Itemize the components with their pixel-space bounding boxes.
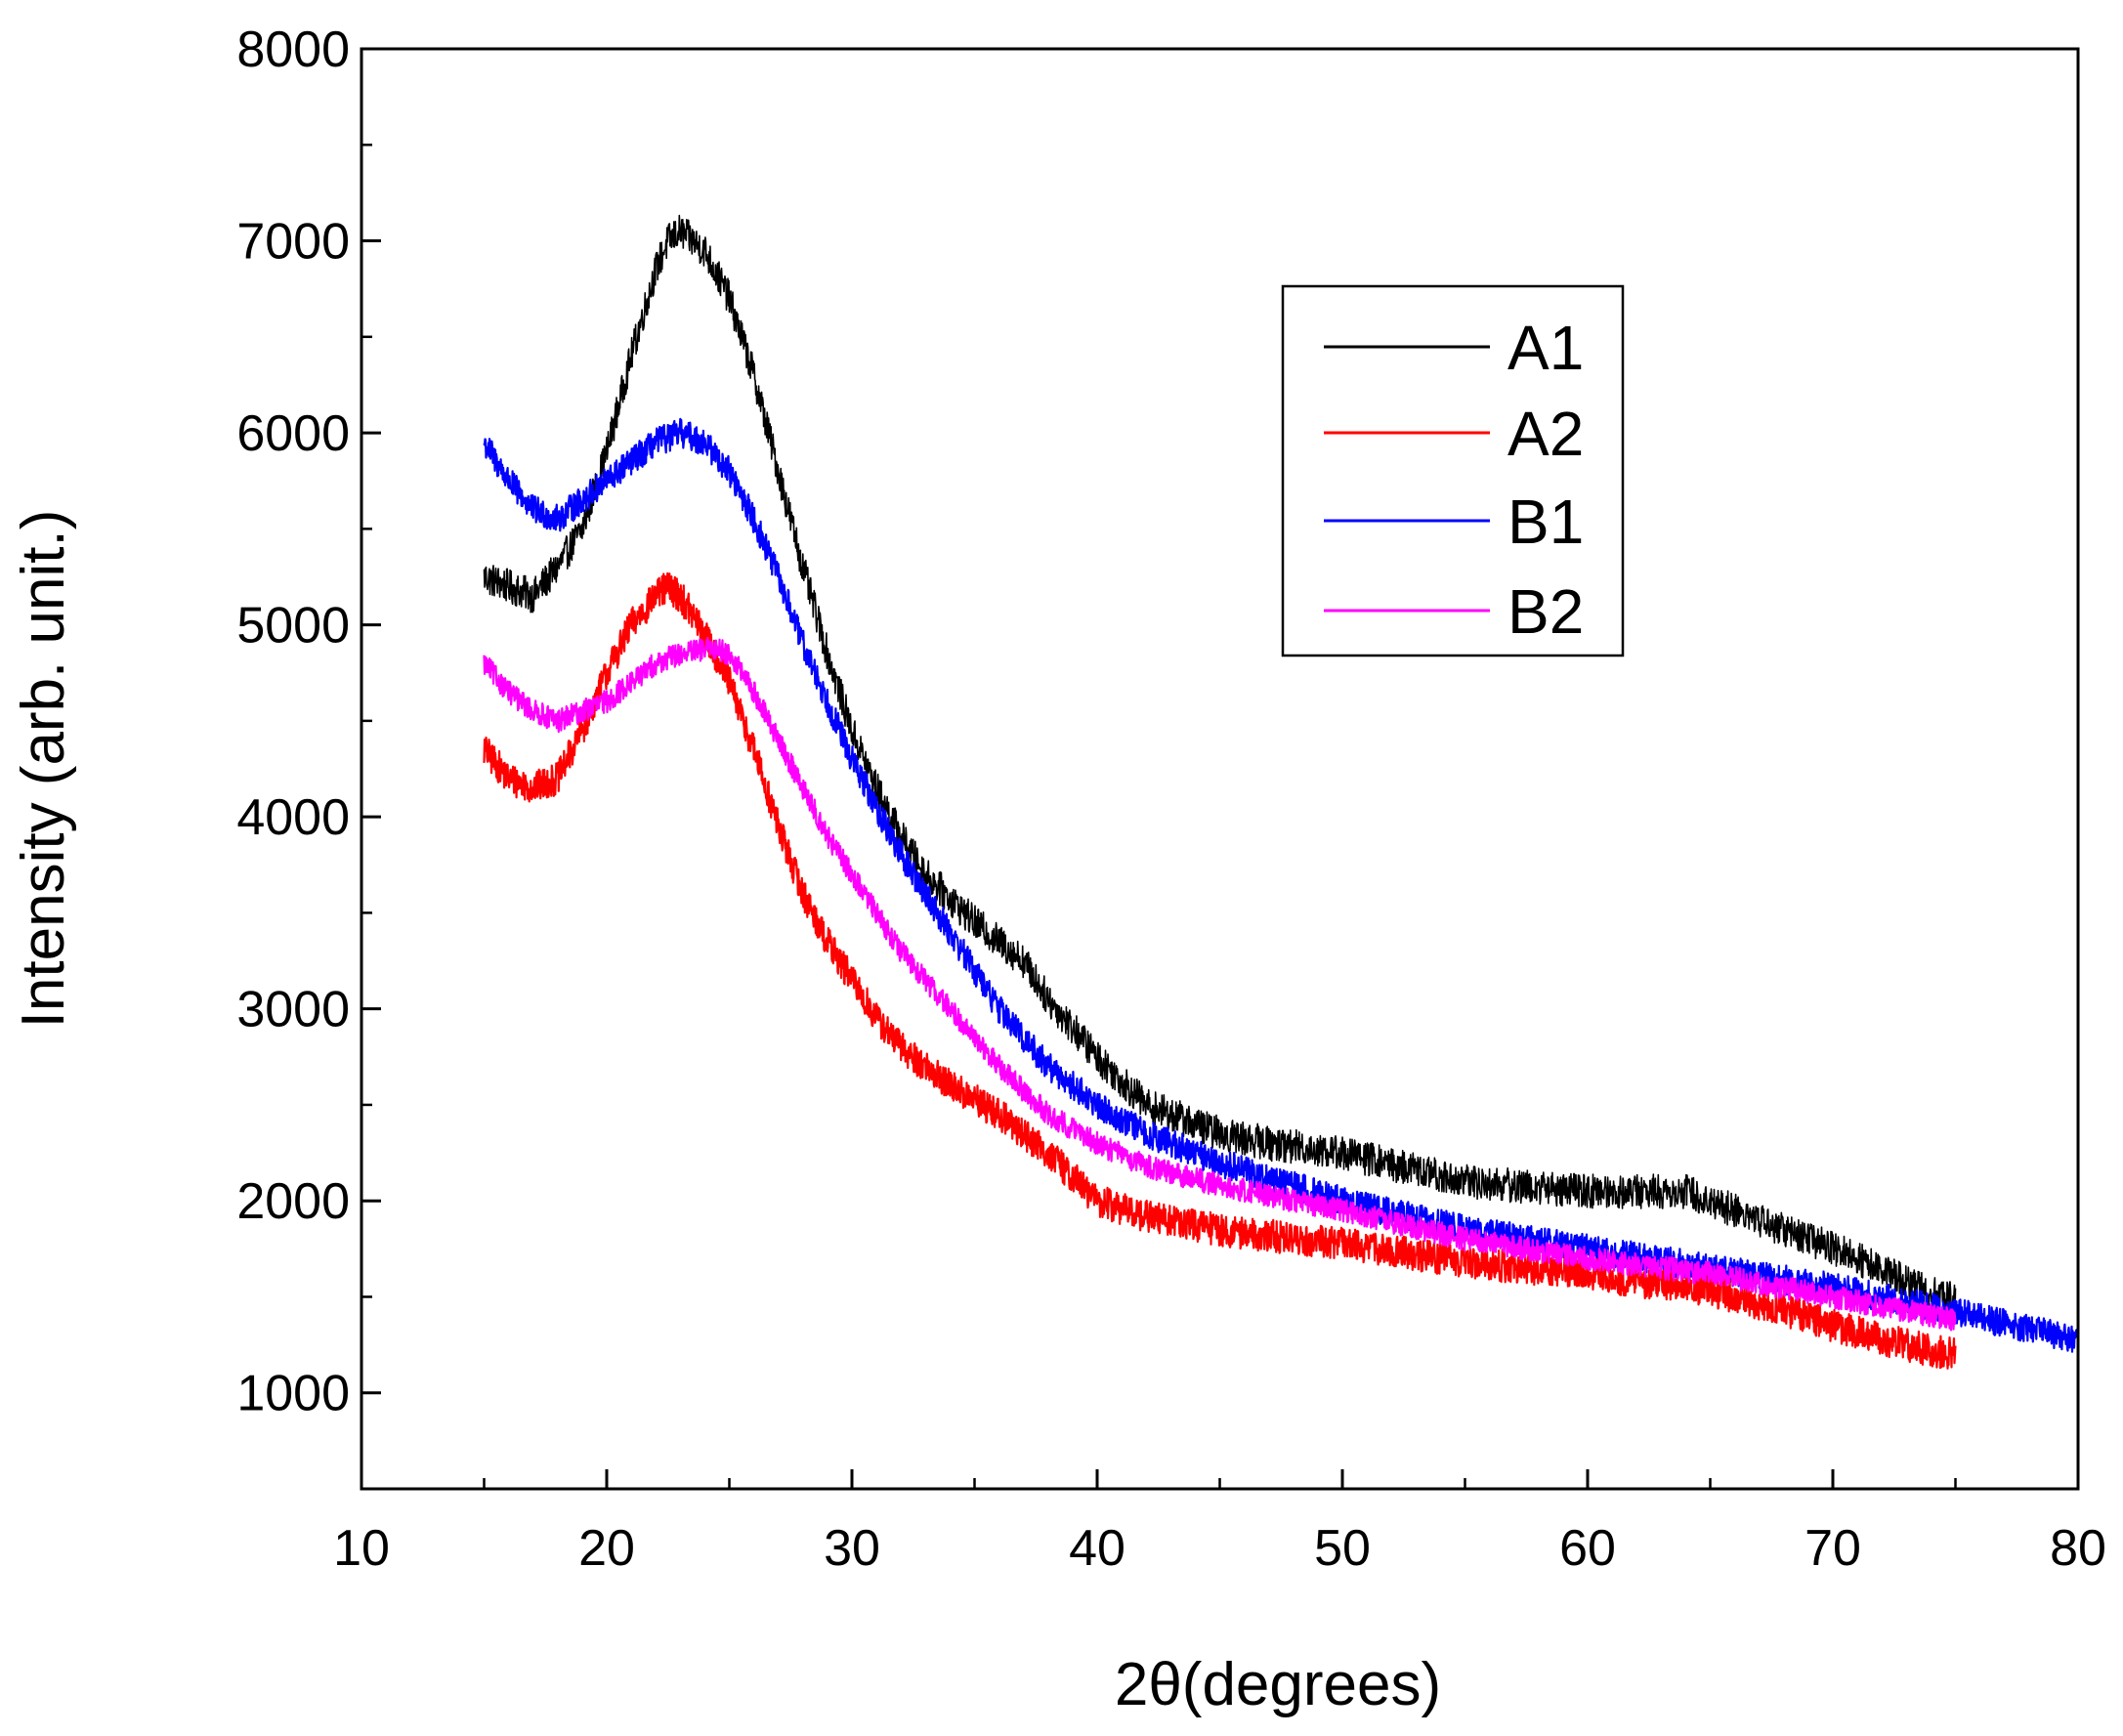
y-axis-title: Intensity (arb. unit.)	[10, 510, 77, 1029]
x-axis-title: 2θ(degrees)	[1115, 1651, 1441, 1718]
x-tick-label-60: 60	[1559, 1520, 1616, 1577]
y-tick-label-7000: 7000	[236, 214, 350, 271]
y-tick-label-8000: 8000	[236, 21, 350, 78]
series-line-a1	[483, 214, 1957, 1316]
y-tick-label-4000: 4000	[236, 789, 350, 846]
y-tick-label-5000: 5000	[236, 598, 350, 655]
series-line-b2	[483, 637, 1957, 1332]
y-tick-label-2000: 2000	[236, 1173, 350, 1230]
x-tick-label-40: 40	[1069, 1520, 1125, 1577]
x-tick-label-10: 10	[333, 1520, 390, 1577]
x-tick-label-20: 20	[578, 1520, 635, 1577]
ticks-layer: 10 20 30 40 50 60 70 80 1000 2000 3000 4000 5000 6000…	[236, 21, 2106, 1577]
y-tick-label-3000: 3000	[236, 982, 350, 1038]
x-tick-label-50: 50	[1314, 1520, 1371, 1577]
y-tick-label-6000: 6000	[236, 405, 350, 462]
series-layer	[483, 214, 2079, 1370]
x-tick-label-70: 70	[1805, 1520, 1861, 1577]
legend-label-a2: A2	[1507, 399, 1584, 469]
legend-label-b1: B1	[1507, 487, 1584, 557]
x-tick-label-80: 80	[2050, 1520, 2106, 1577]
y-tick-label-1000: 1000	[236, 1366, 350, 1422]
legend: A1 A2 B1 B2	[1281, 284, 1625, 657]
legend-label-b2: B2	[1507, 576, 1584, 647]
x-tick-label-30: 30	[824, 1520, 880, 1577]
legend-label-a1: A1	[1507, 313, 1584, 383]
